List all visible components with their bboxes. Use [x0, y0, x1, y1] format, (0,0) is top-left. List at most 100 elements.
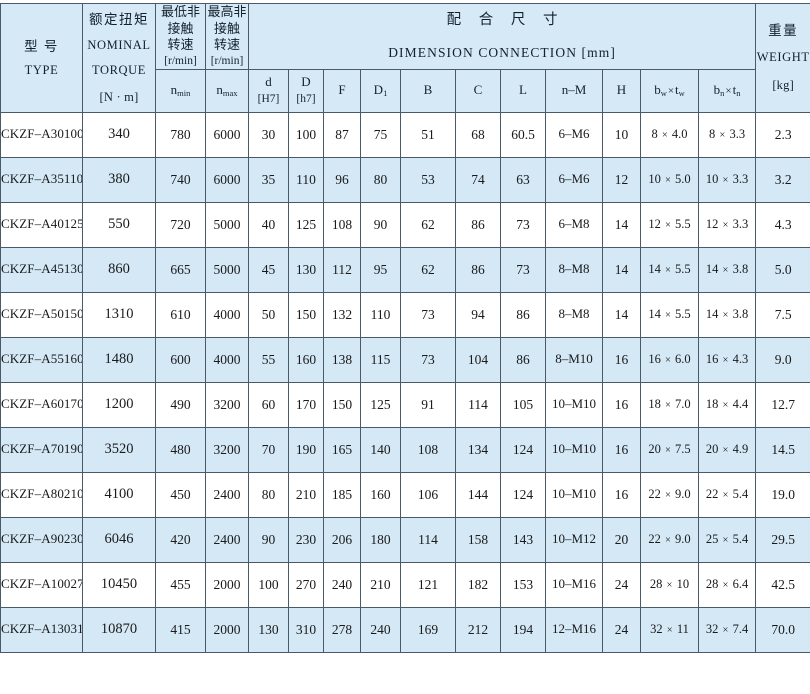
header-weight-cn: 重量 — [756, 22, 810, 39]
times-symbol: × — [722, 400, 730, 411]
cell-D: 110 — [289, 157, 324, 202]
cell-d: 50 — [249, 292, 289, 337]
cell-bwtw: 12 × 5.5 — [641, 202, 699, 247]
cell-d: 35 — [249, 157, 289, 202]
cell-bntn: 28 × 6.4 — [699, 562, 756, 607]
cell-C: 74 — [456, 157, 501, 202]
header-weight-en: WEIGHT — [756, 49, 810, 65]
cell-bntn: 8 × 3.3 — [699, 112, 756, 157]
header-nmin-l2: 接触 — [156, 21, 205, 38]
cell-D: 160 — [289, 337, 324, 382]
cell-B: 108 — [401, 427, 456, 472]
cell-F: 112 — [324, 247, 361, 292]
cell-nM: 6–M6 — [546, 157, 603, 202]
cell-type: CKZF–A55160 — [1, 337, 83, 382]
cell-D: 100 — [289, 112, 324, 157]
cell-bwtw: 22 × 9.0 — [641, 472, 699, 517]
cell-D1: 240 — [361, 607, 401, 652]
header-nmin-symbol: nmin — [156, 69, 206, 112]
cell-weight: 29.5 — [756, 517, 810, 562]
cell-D: 190 — [289, 427, 324, 472]
cell-bntn: 16 × 4.3 — [699, 337, 756, 382]
header-nmax-group: 最高非 接触 转速 [r/min] — [206, 4, 249, 70]
header-col-D-sym: D — [289, 74, 323, 91]
cell-bwtw: 10 × 5.0 — [641, 157, 699, 202]
cell-bntn: 14 × 3.8 — [699, 292, 756, 337]
cell-torque: 6046 — [83, 517, 156, 562]
header-nmax-l3: 转速 — [206, 37, 248, 54]
cell-nmax: 5000 — [206, 247, 249, 292]
cell-L: 86 — [501, 337, 546, 382]
header-dimension-cn: 配 合 尺 寸 — [249, 11, 755, 30]
cell-weight: 7.5 — [756, 292, 810, 337]
cell-B: 73 — [401, 337, 456, 382]
cell-nmin: 450 — [156, 472, 206, 517]
table-header: 型 号 TYPE 额定扭矩 NOMINAL TORQUE [N · m] 最低非… — [1, 4, 810, 113]
cell-D: 125 — [289, 202, 324, 247]
cell-torque: 10450 — [83, 562, 156, 607]
cell-bwtw: 14 × 5.5 — [641, 247, 699, 292]
cell-B: 51 — [401, 112, 456, 157]
cell-type: CKZF–A130310 — [1, 607, 83, 652]
cell-C: 212 — [456, 607, 501, 652]
cell-C: 68 — [456, 112, 501, 157]
cell-D: 150 — [289, 292, 324, 337]
cell-nmax: 2000 — [206, 607, 249, 652]
times-symbol: × — [722, 220, 730, 231]
header-weight: 重量 WEIGHT [kg] — [756, 4, 810, 113]
cell-C: 182 — [456, 562, 501, 607]
cell-weight: 2.3 — [756, 112, 810, 157]
header-type: 型 号 TYPE — [1, 4, 83, 113]
cell-F: 165 — [324, 427, 361, 472]
header-col-D1: D1 — [361, 69, 401, 112]
cell-L: 63 — [501, 157, 546, 202]
header-col-bwtw: bw×tw — [641, 69, 699, 112]
cell-H: 14 — [603, 292, 641, 337]
cell-D1: 95 — [361, 247, 401, 292]
cell-bntn: 25 × 5.4 — [699, 517, 756, 562]
header-col-nM: n–M — [546, 69, 603, 112]
cell-bwtw: 22 × 9.0 — [641, 517, 699, 562]
times-symbol: × — [722, 445, 730, 456]
cell-torque: 340 — [83, 112, 156, 157]
cell-D1: 75 — [361, 112, 401, 157]
header-col-C: C — [456, 69, 501, 112]
cell-H: 24 — [603, 607, 641, 652]
cell-bwtw: 16 × 6.0 — [641, 337, 699, 382]
header-nmax-l2: 接触 — [206, 21, 248, 38]
cell-C: 104 — [456, 337, 501, 382]
cell-nM: 12–M16 — [546, 607, 603, 652]
cell-F: 108 — [324, 202, 361, 247]
cell-D: 130 — [289, 247, 324, 292]
cell-nmin: 490 — [156, 382, 206, 427]
cell-type: CKZF–A30100 — [1, 112, 83, 157]
header-nmax-unit: [r/min] — [206, 54, 248, 69]
header-col-d: d [H7] — [249, 69, 289, 112]
cell-C: 134 — [456, 427, 501, 472]
cell-nM: 6–M8 — [546, 202, 603, 247]
header-col-B: B — [401, 69, 456, 112]
header-col-D1-sym: D — [374, 82, 383, 97]
cell-B: 114 — [401, 517, 456, 562]
cell-bwtw: 14 × 5.5 — [641, 292, 699, 337]
cell-D: 270 — [289, 562, 324, 607]
times-symbol: × — [664, 265, 672, 276]
cell-H: 16 — [603, 382, 641, 427]
cell-bwtw: 32 × 11 — [641, 607, 699, 652]
times-symbol: × — [722, 355, 730, 366]
cell-L: 73 — [501, 202, 546, 247]
cell-F: 150 — [324, 382, 361, 427]
cell-bntn: 32 × 7.4 — [699, 607, 756, 652]
cell-B: 91 — [401, 382, 456, 427]
cell-bwtw: 20 × 7.5 — [641, 427, 699, 472]
cell-nM: 8–M10 — [546, 337, 603, 382]
times-symbol: × — [722, 625, 730, 636]
cell-torque: 1480 — [83, 337, 156, 382]
cell-D1: 140 — [361, 427, 401, 472]
times-symbol: × — [664, 445, 672, 456]
